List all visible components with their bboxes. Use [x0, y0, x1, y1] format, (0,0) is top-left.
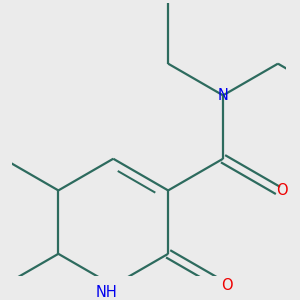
Text: O: O	[276, 183, 288, 198]
Text: N: N	[218, 88, 229, 103]
Text: NH: NH	[96, 285, 118, 300]
Text: O: O	[221, 278, 233, 293]
